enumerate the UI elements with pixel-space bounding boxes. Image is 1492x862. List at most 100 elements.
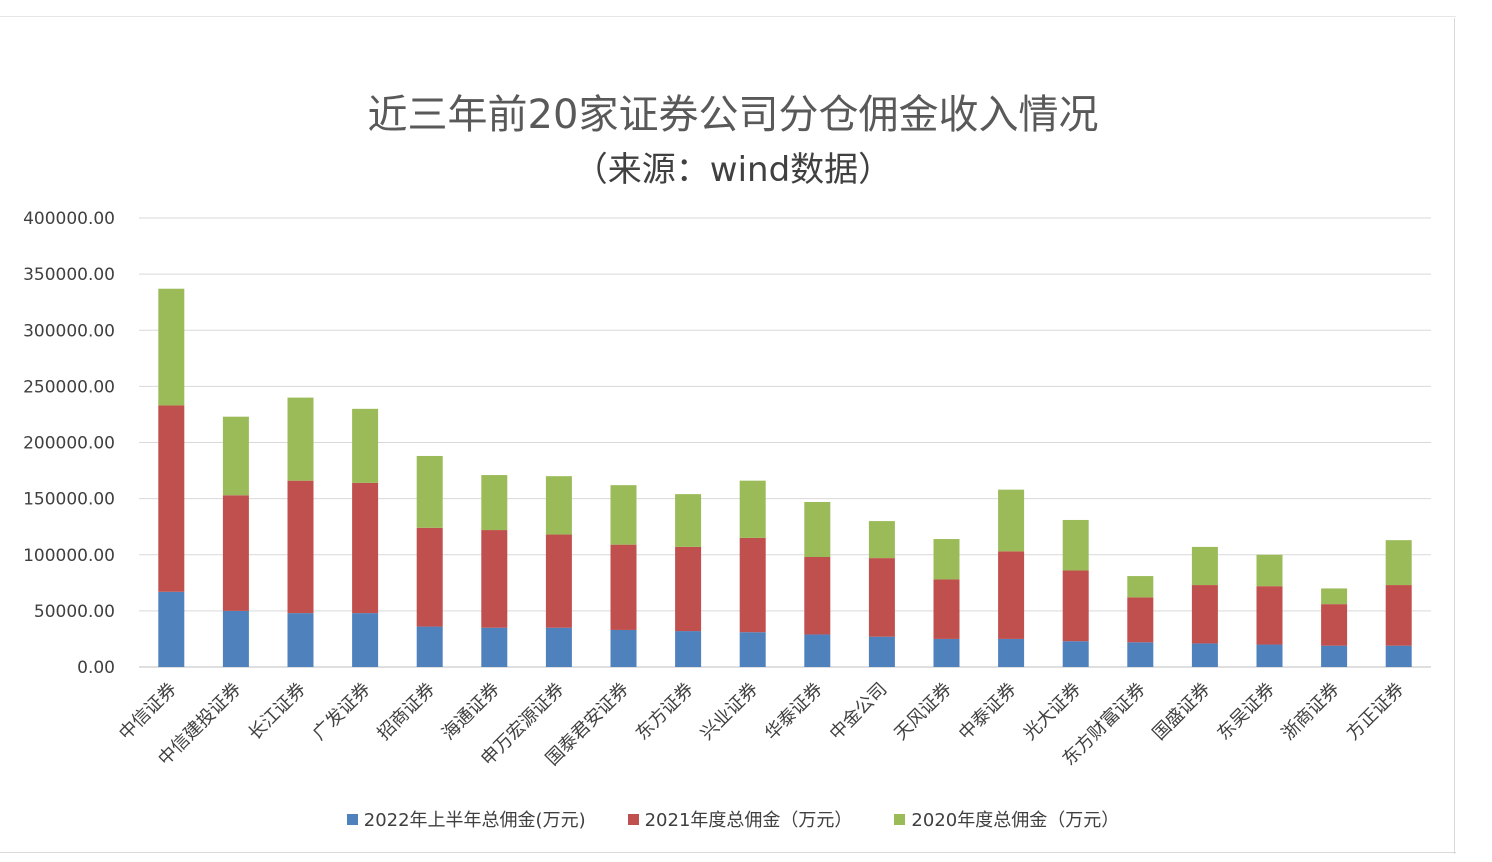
bar-segment-2 [1062, 570, 1089, 642]
bar-segment-2 [1385, 585, 1412, 646]
legend-item: 2021年度总佣金（万元） [627, 806, 853, 832]
frame-right-border [1454, 18, 1455, 854]
x-tick-label: 海通证券 [438, 679, 504, 745]
bar-segment-3 [739, 480, 766, 538]
bar-segment-3 [1385, 540, 1412, 586]
x-tick-label: 东吴证券 [1213, 679, 1279, 745]
y-tick-label: 100000.00 [23, 546, 115, 566]
bar-segment-2 [545, 534, 572, 628]
y-tick-label: 250000.00 [23, 377, 115, 397]
x-tick-label: 方正证券 [1342, 679, 1408, 745]
bar-segment-3 [352, 408, 379, 483]
bar-segment-3 [1256, 554, 1283, 587]
bar-segment-1 [158, 591, 185, 667]
bar-segment-3 [416, 455, 443, 528]
bar-segment-3 [1062, 519, 1089, 571]
bar-segment-3 [998, 489, 1025, 552]
bar-segment-3 [481, 475, 508, 531]
x-tick-label: 浙商证券 [1278, 679, 1344, 745]
chart-subtitle: （来源：wind数据） [573, 150, 893, 190]
chart-legend: 2022年上半年总佣金(万元) 2021年度总佣金（万元） 2020年度总佣金（万元… [0, 806, 1466, 832]
bar-segment-2 [675, 546, 702, 632]
bar-segment-2 [804, 556, 831, 635]
x-tick-label: 中泰证券 [955, 679, 1021, 745]
bar-segment-1 [998, 638, 1025, 667]
bar-segment-1 [739, 632, 766, 667]
bar-segment-3 [1321, 588, 1348, 605]
y-tick-label: 50000.00 [34, 602, 115, 622]
bar-segment-1 [416, 626, 443, 667]
x-tick-label: 中金公司 [826, 679, 892, 745]
bar-segment-1 [610, 629, 637, 667]
bar-segment-3 [675, 494, 702, 547]
bar-segment-1 [933, 638, 960, 667]
bar-segment-1 [675, 631, 702, 667]
bar-segment-2 [287, 480, 314, 614]
y-tick-label: 0.00 [77, 658, 115, 678]
legend-label: 2021年度总佣金（万元） [644, 810, 853, 831]
bar-segment-2 [1256, 586, 1283, 645]
x-tick-label: 招商证券 [373, 679, 439, 745]
bar-segment-2 [868, 558, 895, 637]
bar-segment-1 [868, 636, 895, 667]
frame-top-border [0, 16, 1456, 17]
frame-bottom-border [0, 852, 1456, 853]
bar-segment-2 [1321, 604, 1348, 646]
bar-segment-2 [739, 537, 766, 633]
bar-segment-2 [933, 579, 960, 639]
legend-swatch [346, 813, 358, 825]
bar-segment-3 [287, 397, 314, 481]
legend-item: 2022年上半年总佣金(万元) [346, 806, 586, 832]
bar-segment-1 [481, 627, 508, 667]
bar-segment-3 [804, 501, 831, 557]
bar-segment-1 [1191, 643, 1218, 667]
legend-item: 2020年度总佣金（万元） [894, 806, 1119, 832]
y-tick-label: 350000.00 [23, 265, 115, 285]
bar-segment-1 [1256, 644, 1283, 667]
bar-segment-3 [933, 539, 960, 580]
bar-segment-1 [1321, 645, 1348, 667]
bar-segment-3 [1191, 546, 1218, 586]
x-tick-label: 长江证券 [244, 679, 310, 745]
x-tick-label: 国盛证券 [1149, 679, 1215, 745]
x-tick-label: 广发证券 [309, 679, 375, 745]
y-tick-label: 400000.00 [23, 209, 115, 229]
x-tick-label: 天风证券 [890, 679, 956, 745]
bar-segment-1 [1062, 641, 1089, 667]
legend-swatch [627, 813, 639, 825]
y-tick-label: 200000.00 [23, 434, 115, 454]
x-tick-label: 东方证券 [632, 679, 698, 745]
bar-segment-2 [1127, 597, 1154, 643]
legend-label: 2020年度总佣金（万元） [911, 810, 1120, 831]
legend-swatch [894, 813, 906, 825]
bar-segment-3 [545, 476, 572, 535]
bar-segment-2 [610, 544, 637, 630]
bar-segment-1 [804, 634, 831, 667]
y-tick-label: 300000.00 [23, 321, 115, 341]
bar-segment-2 [158, 405, 185, 592]
y-tick-label: 150000.00 [23, 490, 115, 510]
x-tick-label: 华泰证券 [761, 679, 827, 745]
bar-segment-3 [868, 521, 895, 559]
bar-segment-2 [998, 551, 1025, 639]
bar-segment-3 [222, 416, 249, 496]
bar-segment-2 [222, 495, 249, 611]
x-tick-label: 中信证券 [115, 679, 181, 745]
legend-label: 2022年上半年总佣金(万元) [363, 810, 586, 831]
x-tick-label: 光大证券 [1019, 679, 1085, 745]
bar-segment-1 [222, 610, 249, 667]
chart-title: 近三年前20家证券公司分仓佣金收入情况 [367, 92, 1099, 138]
bar-segment-1 [1385, 645, 1412, 667]
bar-segment-2 [1191, 585, 1218, 644]
bar-segment-3 [1127, 576, 1154, 598]
bar-segment-2 [352, 482, 379, 614]
bar-segment-3 [610, 485, 637, 545]
bar-segment-3 [158, 288, 185, 406]
bar-segment-1 [352, 613, 379, 667]
bar-segment-1 [287, 613, 314, 667]
bar-segment-1 [1127, 642, 1154, 667]
bar-segment-2 [481, 530, 508, 628]
bar-segment-1 [545, 627, 572, 667]
